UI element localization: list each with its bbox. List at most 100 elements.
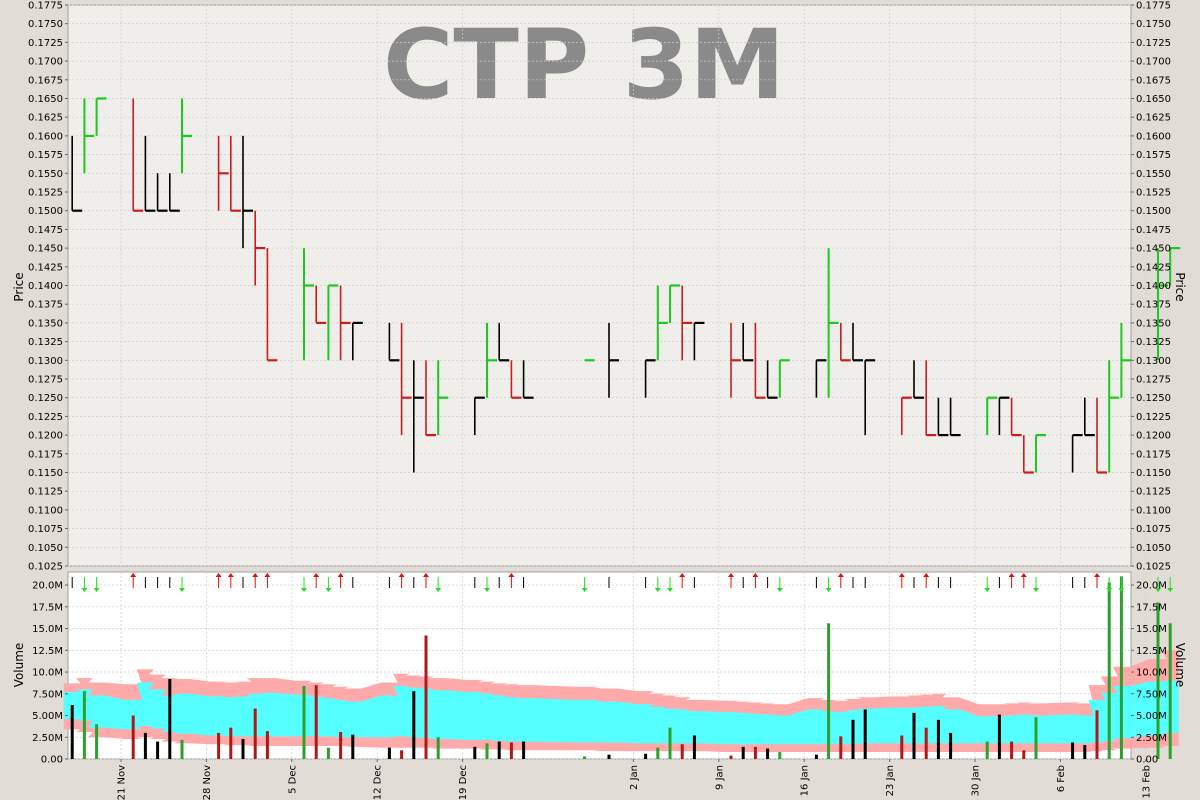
- price-tick-label-right: 0.1150: [1136, 468, 1171, 479]
- volume-bar: [814, 754, 818, 759]
- price-tick-label-left: 0.1650: [28, 94, 63, 105]
- price-bar: [315, 285, 327, 324]
- price-bar: [1157, 248, 1168, 361]
- price-tick-label-right: 0.1275: [1136, 375, 1171, 386]
- volume-bar: [766, 748, 770, 759]
- direction-marker: [776, 577, 783, 592]
- direction-marker: [1094, 573, 1100, 588]
- price-bar: [1022, 435, 1034, 474]
- volume-bar: [900, 735, 904, 759]
- price-tick-label-left: 0.1550: [28, 169, 63, 180]
- volume-bar: [326, 747, 330, 759]
- price-bar: [900, 396, 912, 436]
- direction-marker: [1106, 577, 1113, 592]
- volume-tick-label-left: 20.0M: [32, 581, 63, 592]
- price-tick-label-right: 0.1200: [1136, 431, 1171, 442]
- volume-bar: [827, 623, 831, 759]
- volume-bar: [985, 741, 989, 759]
- price-bar: [1120, 322, 1132, 398]
- volume-bar: [412, 691, 416, 759]
- price-tick-label-left: 0.1600: [28, 131, 63, 142]
- direction-marker: [1155, 577, 1161, 592]
- price-tick-label-right: 0.1575: [1136, 150, 1171, 161]
- direction-marker-arrow: [435, 588, 442, 592]
- price-bar: [510, 360, 522, 399]
- price-tick-label-left: 0.1350: [28, 318, 63, 329]
- volume-bar: [229, 727, 233, 759]
- volume-bar: [82, 691, 86, 759]
- price-tick-label-right: 0.1450: [1136, 244, 1171, 255]
- volume-bar: [949, 732, 953, 759]
- direction-marker: [93, 577, 100, 592]
- price-bar: [132, 98, 144, 212]
- price-tick-label-left: 0.1450: [28, 244, 63, 255]
- direction-marker-arrow: [252, 573, 259, 577]
- x-tick-label: 19 Dec: [458, 765, 469, 800]
- direction-marker: [837, 573, 844, 588]
- price-tick-label-left: 0.1425: [28, 262, 63, 273]
- price-tick-label-right: 0.1225: [1136, 412, 1171, 423]
- volume-bar: [497, 741, 501, 759]
- volume-bar: [583, 756, 587, 759]
- volume-bar: [1119, 576, 1123, 759]
- x-tick-label: 13 Feb: [1141, 765, 1152, 799]
- direction-marker-arrow: [398, 573, 405, 577]
- price-tick-label-right: 0.1175: [1136, 449, 1171, 460]
- price-tick-label-right: 0.1500: [1136, 206, 1171, 217]
- price-tick-label-right: 0.1700: [1136, 57, 1171, 68]
- price-bar: [852, 322, 863, 362]
- price-bar: [181, 98, 192, 174]
- volume-bar: [753, 746, 757, 759]
- price-bar: [437, 360, 449, 436]
- price-tick-label-right: 0.1325: [1136, 337, 1171, 348]
- price-bar: [925, 360, 937, 437]
- direction-marker-arrow: [227, 573, 234, 577]
- direction-marker-arrow: [93, 588, 100, 592]
- price-bar: [156, 173, 168, 212]
- price-tick-label-right: 0.1025: [1136, 562, 1171, 573]
- volume-tick-label-right: 10.0M: [1136, 668, 1167, 679]
- price-tick-label-left: 0.1250: [28, 393, 63, 404]
- direction-marker: [81, 577, 88, 592]
- direction-marker: [581, 577, 588, 592]
- volume-bar: [241, 738, 245, 759]
- x-tick-label: 16 Jan: [800, 765, 811, 796]
- volume-tick-label-right: 15.0M: [1136, 624, 1167, 635]
- volume-tick-label-left: 7.50M: [32, 689, 63, 700]
- volume-bar: [265, 731, 269, 759]
- volume-bar: [131, 715, 135, 759]
- price-bar: [71, 135, 83, 212]
- direction-marker: [215, 573, 222, 588]
- volume-tick-label-right: 12.5M: [1136, 646, 1167, 657]
- direction-marker-arrow: [179, 588, 185, 592]
- price-tick-label-left: 0.1075: [28, 524, 63, 535]
- direction-marker: [179, 577, 185, 592]
- direction-marker-arrow: [1033, 588, 1039, 592]
- volume-bar: [997, 714, 1001, 759]
- price-bar: [998, 396, 1010, 436]
- x-tick-label: 2 Jan: [629, 765, 640, 790]
- price-axis-label-right: Price: [1173, 272, 1187, 301]
- price-tick-label-right: 0.1050: [1136, 543, 1171, 554]
- price-bar: [864, 359, 876, 436]
- price-bar: [766, 360, 778, 399]
- price-tick-label-left: 0.1700: [28, 57, 63, 68]
- price-bar: [169, 173, 180, 212]
- volume-bar: [302, 685, 306, 759]
- price-bar: [1035, 434, 1046, 473]
- volume-bar: [1095, 710, 1099, 759]
- direction-marker: [654, 577, 661, 592]
- price-tick-label-right: 0.1750: [1136, 19, 1171, 30]
- direction-marker: [984, 577, 991, 592]
- direction-marker-arrow: [313, 573, 320, 577]
- direction-marker-arrow: [1020, 573, 1027, 577]
- direction-marker-arrow: [825, 588, 832, 592]
- price-bar: [522, 360, 534, 399]
- price-bar: [351, 321, 363, 361]
- price-bar: [327, 284, 339, 361]
- direction-marker-arrow: [484, 588, 490, 592]
- volume-bar: [509, 742, 513, 759]
- volume-tick-label-left: 10.0M: [32, 668, 63, 679]
- price-bar: [730, 322, 741, 398]
- direction-marker-arrow: [654, 588, 661, 592]
